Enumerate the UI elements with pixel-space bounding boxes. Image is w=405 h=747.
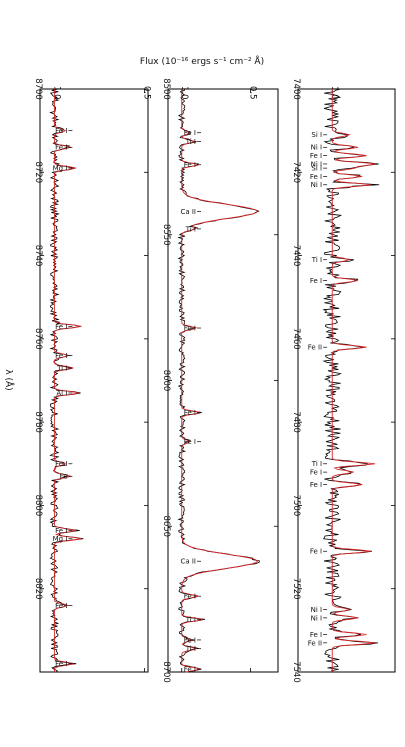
line-id-label: Fe I [184,593,196,601]
line-id-label: Fe I [184,129,196,137]
line-id-label: Fe II [308,344,322,352]
line-id-label: Ti I [185,616,196,624]
x-tick-label: 8780 [33,411,43,433]
y-tick-label: 1.0 [51,86,61,100]
x-tick-label: 8820 [33,578,43,600]
line-id-label: Fe [59,473,67,481]
line-id-label: Ti I [311,460,322,468]
panel-frame-middle [167,88,279,673]
line-id-label: Fe I [184,438,196,446]
line-id-label: Ni I [311,160,322,168]
x-tick-label: 8600 [161,370,171,392]
line-id-label: Fe I [55,323,67,331]
line-id-label: Fe I [310,631,322,639]
panel-frame-bottom [39,88,149,673]
x-tick-label: 7540 [291,661,301,683]
x-tick-label: 8720 [33,161,43,183]
line-id-label: Fe I [55,527,67,535]
line-id-label: Ni I [311,181,322,189]
model-spectrum-top [331,89,376,672]
y-tick-label: 0.5 [141,86,151,100]
panel-frame-top [297,88,396,673]
x-tick-label: 7460 [291,328,301,350]
line-id-label: Fe I [184,409,196,417]
x-tick-label: 7440 [291,245,301,267]
line-id-label: Fe I [184,636,196,644]
line-id-label: Ni I [311,606,322,614]
model-spectrum-bottom [53,89,82,672]
x-tick-label: 7520 [291,578,301,600]
x-tick-label: 8760 [33,328,43,350]
line-id-label: Ca II [180,558,196,566]
x-tick-label: 8500 [161,78,171,100]
x-tick-label: 8800 [33,495,43,517]
line-id-label: Fe I [55,660,67,668]
y-tick-label: 1.0 [329,86,339,100]
line-id-label: Fe I [310,469,322,477]
line-id-label: Ti I [56,364,67,372]
x-tick-label: 7480 [291,411,301,433]
line-id-label: Fe I [55,144,67,152]
line-id-label: Fe I [310,277,322,285]
line-id-label: Fe I [55,460,67,468]
line-id-label: Fe I [55,352,67,360]
y-tick-label: 1.0 [179,86,189,100]
line-id-label: Mg I [53,535,68,543]
observed-spectrum-bottom [49,88,84,673]
x-tick-label: 7420 [291,161,301,183]
line-id-label: Ni I [311,614,322,622]
line-id-label: Ti I [185,138,196,146]
line-id-label: Ti I [311,256,322,264]
line-id-label: Fe I [310,173,322,181]
observed-spectrum-top [322,88,380,673]
line-id-label: Ca II [180,208,196,216]
x-tick-label: 8650 [161,515,171,537]
line-id-label: Al I [56,389,67,397]
line-id-label: Fe I [184,161,196,169]
line-id-label: Fe I [310,481,322,489]
observed-spectrum-middle [177,88,261,673]
x-tick-label: 8700 [161,661,171,683]
line-id-label: Fe I [184,665,196,673]
line-id-label: Ti I [185,225,196,233]
x-tick-label: 8740 [33,245,43,267]
line-id-label: Fe I [55,127,67,135]
line-id-label: Fe I [310,152,322,160]
model-spectrum-middle [181,89,258,673]
line-id-label: Si I [311,131,322,139]
y-axis-label: Flux (10⁻¹⁶ ergs s⁻¹ cm⁻² Å) [140,55,264,67]
x-axis-label: λ (Å) [3,369,15,390]
line-id-label: Fe II [308,639,322,647]
line-id-label: Si I [311,165,322,173]
line-id-label: Fe I [310,548,322,556]
x-tick-label: 7400 [291,78,301,100]
line-id-label: Mg I [53,165,68,173]
x-tick-label: 7500 [291,495,301,517]
x-tick-label: 8700 [33,78,43,100]
line-id-label: Ti I [185,645,196,653]
y-tick-label: 0.5 [248,86,258,100]
x-tick-label: 8550 [161,224,171,246]
line-id-label: Ni I [311,144,322,152]
line-id-label: Fe I [55,602,67,610]
line-id-label: Fe I [184,324,196,332]
